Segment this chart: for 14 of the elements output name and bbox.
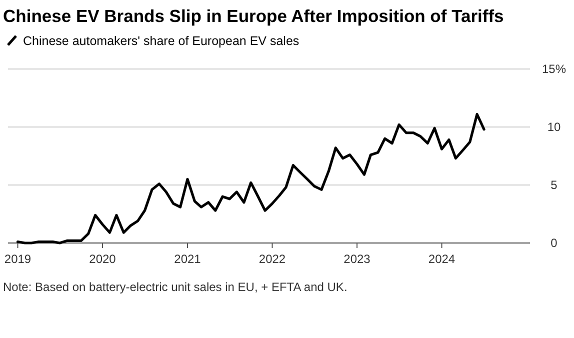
x-tick-label: 2020 — [89, 252, 116, 266]
chart-title: Chinese EV Brands Slip in Europe After Imposition of Tariffs — [3, 6, 504, 26]
legend-label: Chinese automakers' share of European EV sales — [23, 34, 300, 48]
x-tick-label: 2021 — [174, 252, 202, 266]
x-tick-label: 2024 — [428, 252, 456, 266]
text: Note: Based on battery-electric unit sales in EU, + EFTA and UK. — [3, 280, 348, 294]
y-tick-label: 10 — [547, 120, 561, 134]
y-tick-label: 0 — [550, 236, 558, 250]
x-tick-label: 2019 — [4, 252, 32, 266]
x-tick-label: 2022 — [258, 252, 286, 266]
line-series — [16, 112, 486, 244]
y-tick-label: 15% — [542, 62, 566, 76]
x-tick-label: 2023 — [344, 252, 371, 266]
y-tick-label: 5 — [550, 178, 558, 192]
